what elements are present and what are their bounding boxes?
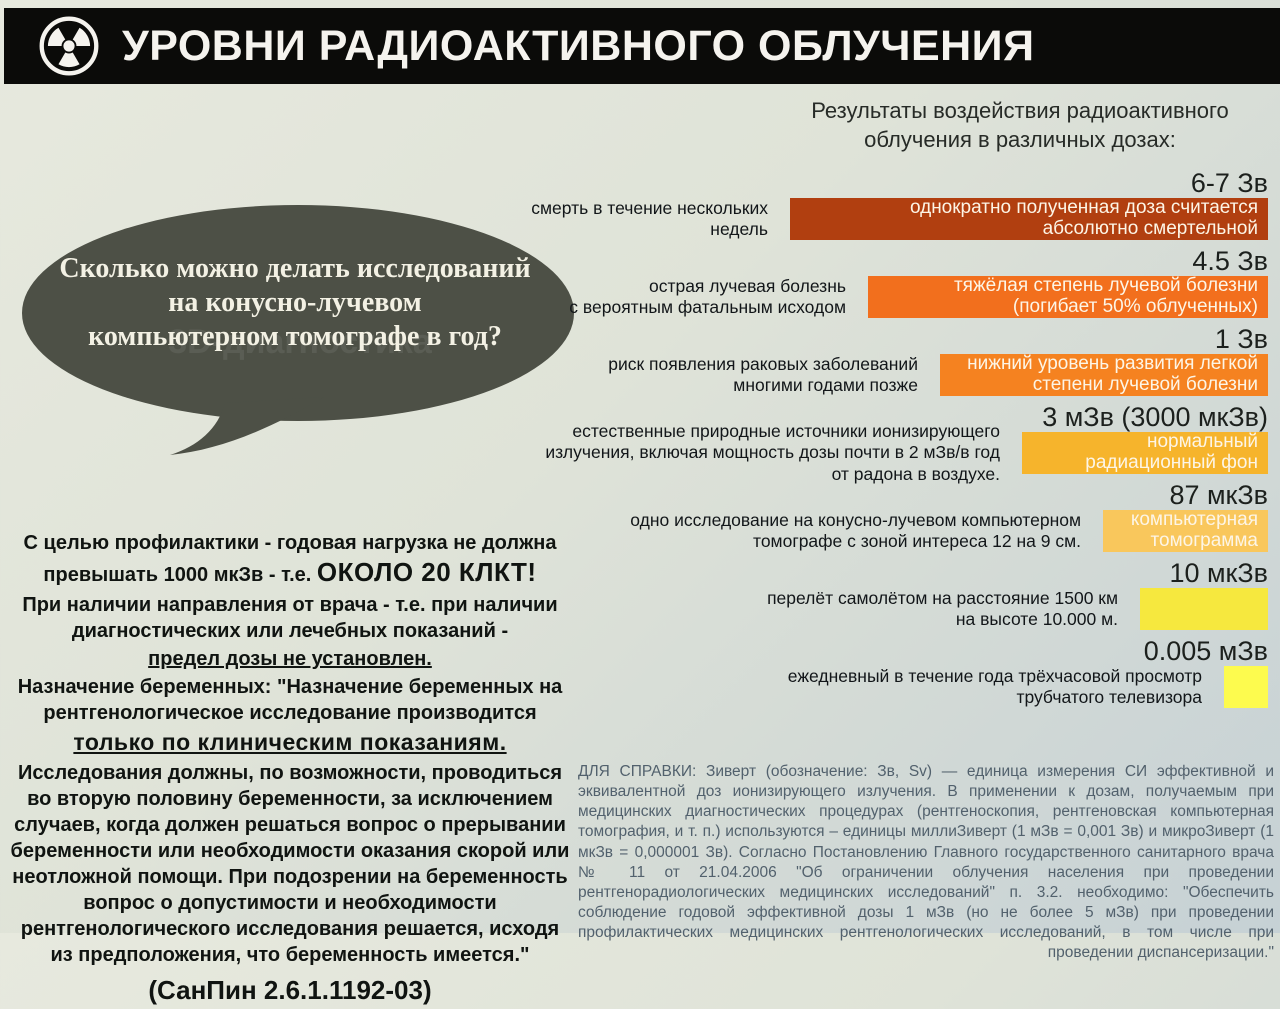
dose-bar-chart: 6-7 Зв смерть в течение нескольких недел… (486, 168, 1268, 714)
dose-row-87-mksv: 87 мкЗв одно исследование на конусно-луч… (486, 480, 1268, 552)
dose-effect-label: ежедневный в течение года трёхчасовой пр… (787, 665, 1202, 707)
radiation-trefoil-icon (39, 16, 99, 76)
speech-bubble (22, 205, 574, 455)
paragraph-annual-limit: С целью профилактики - годовая нагрузка … (8, 530, 572, 590)
sanpin-reference: (СанПин 2.6.1.1192-03) (148, 974, 432, 1005)
header-bar: УРОВНИ РАДИОАКТИВНОГО ОБЛУЧЕНИЯ (4, 8, 1280, 84)
dose-row-6-7-sv: 6-7 Зв смерть в течение нескольких недел… (486, 168, 1268, 240)
annual-limit-text: С целью профилактики - годовая нагрузка … (23, 532, 557, 586)
chart-subtitle: Результаты воздействия радиоактивного об… (811, 98, 1229, 153)
dose-effect-label: перелёт самолётом на расстояние 1500 км … (767, 587, 1118, 629)
dose-value: 87 мкЗв (1169, 480, 1268, 510)
dose-row-4-5-sv: 4.5 Зв острая лучевая болезнь с вероятны… (486, 246, 1268, 318)
dose-row-10-mksv: 10 мкЗв перелёт самолётом на расстояние … (486, 558, 1268, 630)
page-title: УРОВНИ РАДИОАКТИВНОГО ОБЛУЧЕНИЯ (122, 21, 1035, 70)
dose-row-3-msv: 3 мЗв (3000 мкЗв) естественные природные… (486, 402, 1268, 484)
dose-bar (1224, 666, 1268, 708)
dose-effect-label: естественные природные источники ионизир… (545, 420, 1000, 484)
dose-bar: нормальный радиационный фон (1022, 431, 1268, 474)
dose-bar (1140, 588, 1268, 630)
bubble-line-2: на конусно-лучевом (168, 287, 422, 319)
dose-value: 3 мЗв (3000 мкЗв) (1042, 402, 1268, 432)
dose-value: 1 Зв (1214, 324, 1268, 354)
dose-bar: однократно полученная доза считается абс… (790, 197, 1268, 240)
dose-value: 4.5 Зв (1192, 246, 1268, 276)
dose-effect-label: смерть в течение нескольких недель (531, 197, 768, 239)
regulations-text-block: С целью профилактики - годовая нагрузка … (8, 530, 572, 1009)
paragraph-pregnancy-details: Исследования должны, по возможности, про… (10, 761, 570, 966)
dose-effect-label: риск появления раковых заболеваний многи… (608, 353, 918, 395)
dose-value: 6-7 Зв (1190, 168, 1268, 198)
dose-effect-label: одно исследование на конусно-лучевом ком… (630, 509, 1081, 551)
dose-row-0-005-msv: 0.005 мЗв ежедневный в течение года трёх… (486, 636, 1268, 708)
dose-row-1-sv: 1 Зв риск появления раковых заболеваний … (486, 324, 1268, 396)
dose-bar: компьютерная томограмма (1103, 509, 1268, 552)
paragraph-pregnancy-intro: Назначение беременных: "Назначение берем… (17, 675, 563, 724)
dose-bar: тяжёлая степень лучевой болезни (погибае… (868, 275, 1268, 318)
dose-effect-label: острая лучевая болезнь с вероятным фатал… (569, 275, 846, 317)
bubble-question: Сколько можно делать исследований на кон… (40, 252, 550, 354)
paragraph-clinical-indications: только по клиническим показаниям. (73, 728, 507, 755)
sievert-reference-note: ДЛЯ СПРАВКИ: Зиверт (обозначение: Зв, Sv… (578, 763, 1274, 962)
paragraph-doctor-referral: При наличии направления от врача - т.е. … (22, 593, 558, 642)
dose-bar: нижний уровень развития легкой степени л… (940, 353, 1268, 396)
dose-value: 0.005 мЗв (1143, 636, 1268, 666)
dose-value: 10 мкЗв (1169, 558, 1268, 588)
paragraph-no-dose-limit: предел дозы не установлен. (148, 647, 432, 670)
annual-limit-highlight: ОКОЛО 20 КЛКТ! (316, 557, 537, 587)
bubble-line-3: компьютерном томографе в год? (88, 321, 502, 353)
bubble-line-1: Сколько можно делать исследований (59, 253, 531, 284)
